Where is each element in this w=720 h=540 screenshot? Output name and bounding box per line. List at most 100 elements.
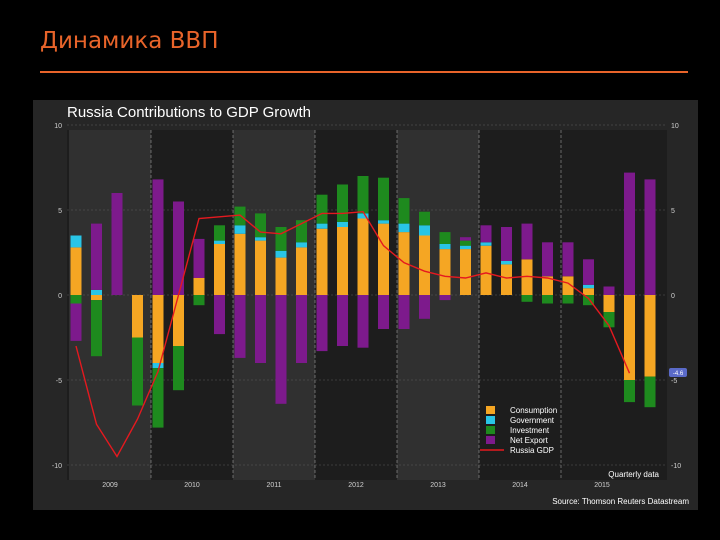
bar-segment-investment <box>91 300 102 357</box>
bar-segment-net-export <box>275 295 287 404</box>
legend-swatch <box>486 436 495 444</box>
bar-segment-investment <box>603 312 615 328</box>
y-tick-label-right: 10 <box>671 123 679 130</box>
bar-segment-investment <box>173 346 184 391</box>
bar-segment-government <box>316 223 328 229</box>
bar-segment-investment <box>439 232 451 244</box>
bar-segment-consumption <box>624 295 635 380</box>
bar-segment-investment <box>275 227 287 251</box>
bar-segment-government <box>419 225 430 236</box>
bar-segment-government <box>378 220 389 224</box>
bar-segment-consumption <box>542 276 553 295</box>
bar-segment-net-export <box>644 179 656 295</box>
bar-segment-investment <box>624 380 635 403</box>
bar-segment-net-export <box>583 259 594 285</box>
bar-segment-consumption <box>480 245 492 295</box>
bar-segment-investment <box>419 211 430 226</box>
bar-segment-consumption <box>378 223 389 295</box>
bar-segment-consumption <box>132 295 143 338</box>
bar-segment-investment <box>521 295 533 302</box>
right-tag-value: -4.6 <box>673 371 684 377</box>
bar-segment-government <box>398 223 410 233</box>
bar-segment-government <box>296 242 307 248</box>
bar-segment-consumption <box>152 295 164 363</box>
bar-segment-investment <box>460 240 471 246</box>
right-tag-box <box>669 368 687 377</box>
bar-segment-consumption <box>439 249 451 295</box>
shaded-year-bands <box>69 130 479 480</box>
bar-segment-investment <box>378 177 389 221</box>
title-divider <box>40 71 688 73</box>
bar-segment-net-export <box>296 295 307 363</box>
bar-segment-net-export <box>152 179 164 295</box>
bar-segment-net-export <box>173 201 184 295</box>
bar-segment-consumption <box>234 233 246 295</box>
bar-segment-net-export <box>542 242 553 277</box>
bar-segment-net-export <box>398 295 410 329</box>
bar-segment-net-export <box>337 295 348 346</box>
bar-segment-net-export <box>501 227 512 261</box>
bar-segment-consumption <box>644 295 656 377</box>
y-tick-label-right: 5 <box>671 208 675 215</box>
bar-segment-government <box>501 261 512 265</box>
legend-label: Investment <box>510 426 550 435</box>
bar-segment-investment <box>296 220 307 243</box>
year-label: 2012 <box>348 482 364 489</box>
legend-swatch <box>486 406 495 414</box>
bar-segment-investment <box>152 368 164 428</box>
bar-segment-investment <box>542 295 553 304</box>
legend-label: Consumption <box>510 406 557 415</box>
legend-label: Government <box>510 416 555 425</box>
bar-segment-investment <box>214 225 225 241</box>
bar-segment-consumption <box>460 249 471 295</box>
bar-segment-net-export <box>91 223 102 290</box>
bar-segment-investment <box>562 295 574 304</box>
bar-segment-net-export <box>460 237 471 241</box>
bar-segment-consumption <box>316 228 328 295</box>
y-tick-label-right: 0 <box>671 293 675 300</box>
bar-segment-government <box>460 245 471 250</box>
bar-segment-government <box>70 235 82 248</box>
bars <box>70 172 656 428</box>
bar-segment-government <box>583 284 594 289</box>
year-label: 2013 <box>430 482 446 489</box>
legend-swatch <box>486 416 495 424</box>
legend-label: Net Export <box>510 436 549 445</box>
slide-title: Динамика ВВП <box>40 28 219 54</box>
bar-segment-investment <box>357 176 369 214</box>
bar-segment-consumption <box>255 240 266 295</box>
russia-gdp-line <box>75 210 631 458</box>
bar-segment-consumption <box>419 235 430 295</box>
bar-segment-net-export <box>357 295 369 348</box>
bar-segment-investment <box>132 337 143 406</box>
bar-segment-government <box>337 221 348 227</box>
bar-segment-consumption <box>337 227 348 295</box>
bar-segment-net-export <box>624 172 635 295</box>
bar-segment-investment <box>255 213 266 238</box>
bar-segment-consumption <box>296 247 307 295</box>
y-tick-label-left: -5 <box>56 378 62 385</box>
quarterly-note: Quarterly data <box>608 470 659 479</box>
bar-segment-government <box>234 225 246 234</box>
bar-segment-net-export <box>193 238 205 278</box>
bar-segment-government <box>480 242 492 246</box>
bar-segment-consumption <box>173 295 184 346</box>
bar-segment-net-export <box>480 225 492 243</box>
legend-swatch <box>486 426 495 434</box>
year-label: 2009 <box>102 482 118 489</box>
bar-segment-net-export <box>378 295 389 329</box>
year-label: 2010 <box>184 482 200 489</box>
bar-segment-consumption <box>562 276 574 295</box>
bar-segment-government <box>255 237 266 241</box>
bar-segment-net-export <box>234 295 246 358</box>
bar-segment-net-export <box>214 295 225 335</box>
bar-segment-investment <box>583 295 594 306</box>
source-note: Source: Thomson Reuters Datastream <box>552 497 689 506</box>
bar-segment-consumption <box>275 257 287 295</box>
bar-segment-investment <box>70 295 82 304</box>
bar-segment-government <box>214 240 225 244</box>
y-tick-label-right: -5 <box>671 378 677 385</box>
bar-segment-net-export <box>562 242 574 277</box>
year-label: 2015 <box>594 482 610 489</box>
